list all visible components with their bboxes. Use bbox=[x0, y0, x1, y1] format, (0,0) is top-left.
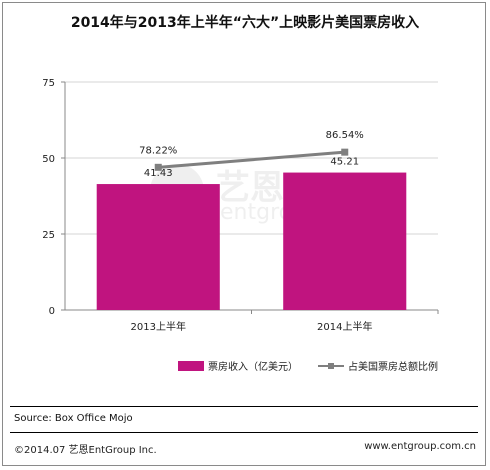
legend-swatch-bar bbox=[178, 360, 204, 371]
bar bbox=[283, 172, 407, 310]
legend-item-share: 占美国票房总额比例 bbox=[318, 358, 438, 373]
share-marker bbox=[341, 148, 349, 156]
y-tick-label: 25 bbox=[42, 230, 55, 241]
chart-title: 2014年与2013年上半年“六大”上映影片美国票房收入 bbox=[70, 15, 420, 31]
source-note: Source: Box Office Mojo bbox=[14, 413, 133, 424]
divider-bottom bbox=[10, 432, 478, 433]
chart-frame bbox=[2, 2, 486, 466]
legend-label-revenue: 票房收入（亿美元） bbox=[208, 362, 298, 373]
divider-top bbox=[10, 406, 478, 407]
share-value-label: 78.22% bbox=[139, 145, 177, 156]
share-line bbox=[158, 150, 345, 169]
bar-value-label: 41.43 bbox=[144, 168, 173, 179]
x-tick-label: 2013上半年 bbox=[131, 320, 186, 333]
legend-item-revenue: 票房收入（亿美元） bbox=[178, 358, 298, 373]
share-value-label: 86.54% bbox=[326, 130, 364, 141]
share-marker bbox=[154, 163, 162, 171]
legend-label-share: 占美国票房总额比例 bbox=[348, 362, 438, 373]
legend: 票房收入（亿美元） 占美国票房总额比例 bbox=[0, 358, 490, 378]
bar bbox=[96, 184, 220, 310]
footer-website: www.entgroup.com.cn bbox=[364, 441, 476, 452]
y-tick-label: 0 bbox=[49, 306, 55, 317]
bar-value-label: 45.21 bbox=[330, 157, 359, 168]
x-tick-label: 2014上半年 bbox=[317, 320, 372, 333]
y-tick-label: 75 bbox=[42, 78, 55, 89]
legend-swatch-line bbox=[318, 361, 344, 371]
footer-copyright: ©2014.07 艺恩EntGroup Inc. bbox=[14, 445, 157, 456]
y-tick-label: 50 bbox=[42, 154, 55, 165]
